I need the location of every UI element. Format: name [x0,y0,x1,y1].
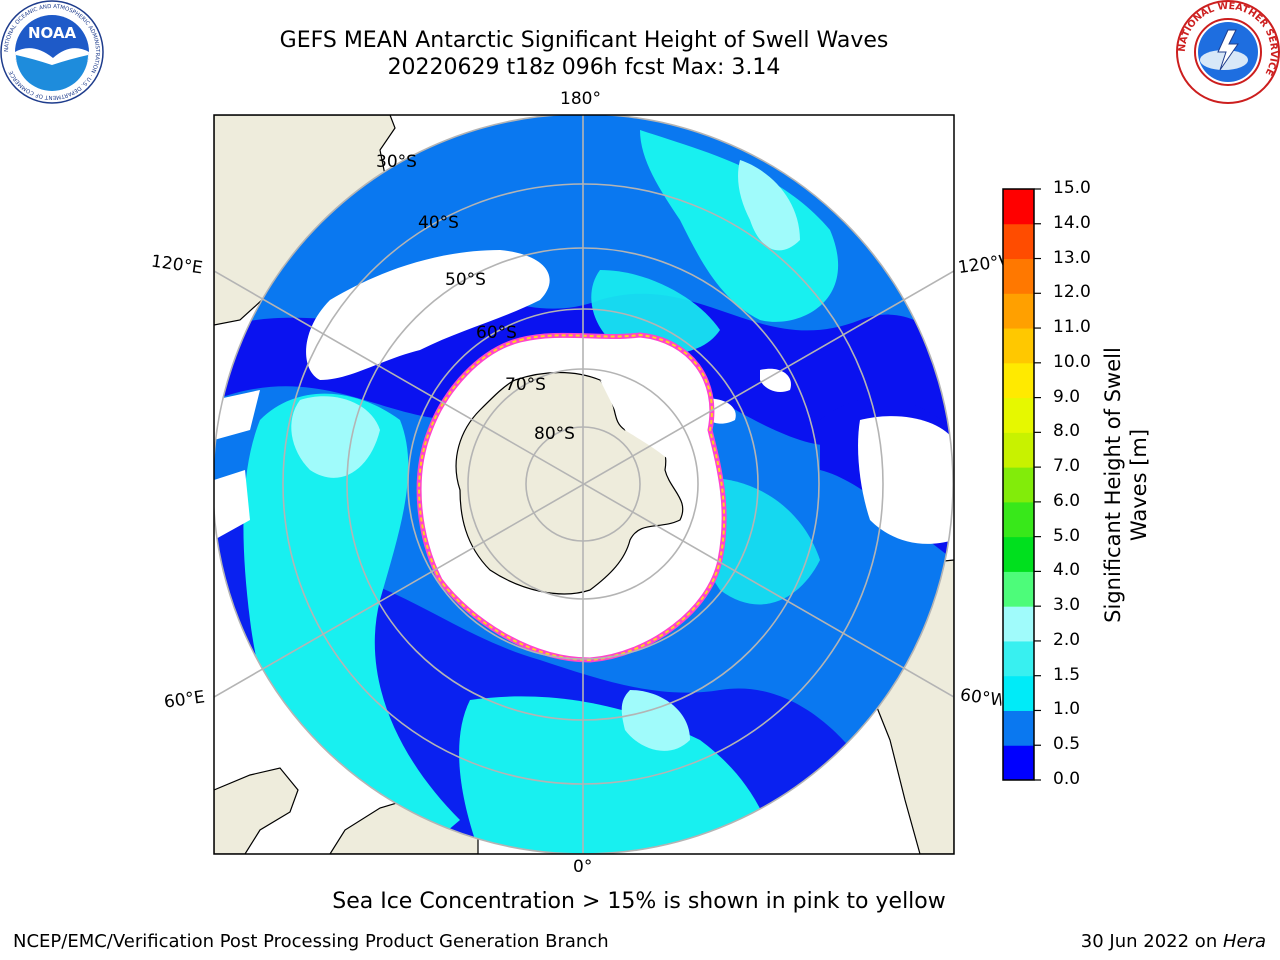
footer-date: 30 Jun 2022 on Hera [1080,931,1266,952]
colorbar-band [1003,606,1034,642]
colorbar-tick-label: 11.0 [1053,317,1091,338]
lat-label-30s: 30°S [376,152,417,172]
colorbar-tick-label: 12.0 [1053,282,1091,303]
land-africa [214,767,299,854]
colorbar-tick-label: 6.0 [1053,490,1081,511]
sea-ice-patches [306,250,550,380]
colorbar-tick-label: 4.0 [1053,560,1081,581]
colorbar-tick-label: 5.0 [1053,525,1081,546]
colorbar-tick-label: 0.0 [1053,769,1081,789]
colorbar-band [1003,432,1034,468]
colorbar-band [1003,745,1034,781]
colorbar-tick-label: 10.0 [1053,351,1091,372]
colorbar-tick-label: 9.0 [1053,386,1081,407]
colorbar-band [1003,189,1034,225]
noaa-logo: NOAA NATIONAL OCEANIC AND ATMOSPHERIC AD… [0,0,104,104]
footer-credit: NCEP/EMC/Verification Post Processing Pr… [13,931,609,952]
colorbar-band [1003,397,1034,433]
graticule [214,115,954,854]
land-antarctica [455,371,684,595]
chart-title-line2: 20220629 t18z 096h fcst Max: 3.14 [387,55,781,80]
colorbar-band [1003,328,1034,364]
lon-label-0: 0° [573,857,593,877]
colorbar-band [1003,362,1034,399]
colorbar-band [1003,467,1034,503]
lat-label-50s: 50°S [445,270,486,290]
colorbar-tick-label: 8.0 [1053,421,1081,442]
lon-label-180: 180° [560,89,601,109]
colorbar-tick-label: 0.5 [1053,734,1081,755]
colorbar-tick-label: 1.0 [1053,699,1081,720]
sea-ice-caption: Sea Ice Concentration > 15% is shown in … [332,889,946,914]
colorbar-tick-label: 15.0 [1053,178,1091,198]
colorbar-band [1003,536,1034,572]
colorbar-band [1003,293,1034,329]
colorbar-band [1003,571,1034,607]
colorbar-tick-label: 7.0 [1053,456,1081,477]
lat-label-60s: 60°S [476,323,517,343]
lat-label-80s: 80°S [534,424,575,444]
lat-label-40s: 40°S [418,213,459,233]
chart-title-line1: GEFS MEAN Antarctic Significant Height o… [279,28,889,53]
colorbar-band [1003,640,1034,677]
colorbar-band [1003,675,1034,711]
colorbar-tick-label: 2.0 [1053,629,1081,650]
colorbar-band [1003,710,1034,746]
colorbar-tick-label: 14.0 [1053,212,1091,233]
colorbar-tick-label: 13.0 [1053,247,1091,268]
colorbar-tick-label: 3.0 [1053,595,1081,616]
colorbar-tick-label: 1.5 [1053,664,1081,685]
colorbar-band [1003,223,1034,260]
colorbar-band [1003,258,1034,294]
svg-text:NOAA: NOAA [28,24,77,42]
colorbar [1002,188,1041,781]
nws-logo: NATIONAL WEATHER SERVICE [1176,0,1280,104]
lat-label-70s: 70°S [505,375,546,395]
colorbar-band [1003,501,1034,538]
colorbar-title: Significant Height of Swell Waves [m] [1101,347,1151,623]
